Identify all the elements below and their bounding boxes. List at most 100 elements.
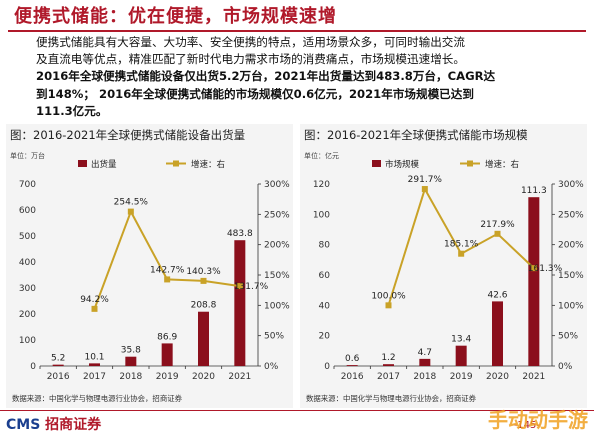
y-left-tick-label: 80 <box>319 241 331 251</box>
bar <box>89 363 100 366</box>
y-left-tick-label: 700 <box>19 180 36 190</box>
y-left-tick-label: 100 <box>313 210 330 220</box>
shipment-chart-source: 数据来源：中国化学与物理电源行业协会，招商证券 <box>12 394 182 403</box>
y-left-tick-label: 400 <box>19 258 36 268</box>
bar-value-label: 5.2 <box>51 354 65 364</box>
x-tick-label: 2017 <box>377 372 400 382</box>
legend-bar-label: 出货量 <box>91 159 117 170</box>
legend-bar-swatch <box>372 160 381 167</box>
legend-bar-label: 市场规模 <box>385 159 420 170</box>
market-size-chart-title: 图：2016-2021年全球便携式储能市场规模 <box>304 128 528 142</box>
para-line-3: 2016年全球便携式储能设备仅出货5.2万台，2021年出货量达到483.8万台… <box>36 69 496 84</box>
y-right-tick-label: 50% <box>558 332 578 342</box>
footer-divider <box>0 410 594 411</box>
para-line-4: 到148%； 2016年全球便携式储能的市场规模仅0.6亿元，2021年市场规模… <box>36 86 474 101</box>
y-left-tick-label: 60 <box>319 271 331 281</box>
x-tick-label: 2021 <box>522 372 545 382</box>
growth-point <box>385 302 392 309</box>
bar <box>528 197 540 366</box>
intro-paragraph: 便携式储能具有大容量、大功率、安全便携的特点，适用场景众多，可同时输出交流 及直… <box>36 34 560 120</box>
company-logo: CMS 招商证券 <box>6 414 101 434</box>
y-left-tick-label: 500 <box>19 232 36 242</box>
bar-value-label: 42.6 <box>487 290 507 300</box>
y-left-tick-label: 0 <box>30 362 36 372</box>
bar <box>52 364 64 366</box>
para-line-1: 便携式储能具有大容量、大功率、安全便携的特点，适用场景众多，可同时输出交流 <box>36 35 465 49</box>
bar <box>346 365 358 366</box>
growth-point <box>164 276 171 283</box>
growth-value-label: 185.1% <box>444 240 479 250</box>
growth-value-label: 161.3% <box>528 264 563 274</box>
y-right-tick-label: 150% <box>264 271 290 281</box>
growth-point <box>91 305 98 312</box>
y-left-tick-label: 300 <box>19 284 36 294</box>
bar-value-label: 13.4 <box>451 335 471 345</box>
market-size-chart-panel: 图：2016-2021年全球便携式储能市场规模 单位：亿元 市场规模 增速：右 0 20… <box>300 124 587 408</box>
bar <box>419 358 431 366</box>
growth-line <box>93 209 240 310</box>
bar-value-label: 0.6 <box>345 354 360 364</box>
y-right-tick-label: 0% <box>264 362 279 372</box>
y-right-tick-label: 50% <box>264 332 284 342</box>
legend-bar-swatch <box>78 160 87 167</box>
y-left-tick-label: 20 <box>319 332 331 342</box>
legend-line-marker <box>173 160 179 167</box>
x-tick-label: 2021 <box>228 372 251 382</box>
bar-value-label: 4.7 <box>418 348 432 358</box>
bar-value-label: 35.8 <box>121 346 141 356</box>
y-left-tick-label: 120 <box>313 180 330 190</box>
bar-value-label: 483.8 <box>227 229 253 239</box>
growth-point <box>236 283 243 290</box>
unit-label: 单位：万台 <box>10 151 45 160</box>
y-left-tick-label: 40 <box>319 301 331 311</box>
shipment-chart-panel: 图：2016-2021年全球便携式储能设备出货量 单位：万台出货量 增速：右 0 10… <box>6 124 293 408</box>
x-tick-label: 2018 <box>119 372 142 382</box>
y-right-tick-label: 250% <box>264 210 290 220</box>
legend-line-marker <box>467 160 473 167</box>
y-right-tick-label: 300% <box>264 180 290 190</box>
bar-value-label: 208.8 <box>191 301 217 311</box>
page-number: -145- <box>513 420 540 431</box>
bar <box>125 356 137 366</box>
watermark: 手动动手游 <box>488 408 588 432</box>
growth-value-label: 100.0% <box>371 291 406 301</box>
logo-cms: CMS <box>6 417 41 433</box>
legend-line-label: 增速：右 <box>191 159 225 170</box>
x-tick-label: 2019 <box>450 372 473 382</box>
y-left-tick-label: 100 <box>19 336 36 346</box>
growth-point <box>127 208 134 215</box>
y-right-tick-label: 100% <box>558 301 584 311</box>
growth-point <box>200 277 207 284</box>
growth-value-label: 217.9% <box>480 220 515 230</box>
x-tick-label: 2016 <box>341 372 364 382</box>
growth-point <box>530 265 537 272</box>
para-line-2: 及直流电等优点，精准匹配了新时代电力需求市场的消费痛点，市场规模迅速增长。 <box>36 52 465 67</box>
y-right-tick-label: 300% <box>558 180 584 190</box>
logo-text: 招商证券 <box>45 417 102 433</box>
growth-point <box>458 250 465 257</box>
y-right-tick-label: 250% <box>558 210 584 220</box>
para-line-5: 111.3亿元。 <box>36 103 108 118</box>
x-tick-label: 2020 <box>486 372 509 382</box>
x-tick-label: 2019 <box>156 372 179 382</box>
growth-value-label: 140.3% <box>186 267 221 277</box>
growth-value-label: 131.7% <box>234 282 269 292</box>
bar <box>161 343 173 366</box>
growth-value-label: 142.7% <box>150 265 185 275</box>
x-tick-label: 2016 <box>47 372 70 382</box>
market-size-chart-source: 数据来源：中国化学与物理电源行业协会，招商证券 <box>306 394 476 403</box>
shipment-chart-title: 图：2016-2021年全球便携式储能设备出货量 <box>10 128 246 142</box>
y-right-tick-label: 200% <box>264 241 290 251</box>
unit-label: 单位：亿元 <box>304 151 339 160</box>
y-right-tick-label: 0% <box>558 362 573 372</box>
bar <box>234 240 246 366</box>
growth-value-label: 254.5% <box>114 198 149 208</box>
y-right-tick-label: 100% <box>264 301 290 311</box>
bar <box>455 345 467 366</box>
y-right-tick-label: 200% <box>558 241 584 251</box>
bar-value-label: 1.2 <box>381 353 395 363</box>
bar-value-label: 10.1 <box>84 352 104 362</box>
page-title: 便携式储能：优在便捷，市场规模速增 <box>14 6 337 27</box>
bar-value-label: 111.3 <box>521 186 547 196</box>
